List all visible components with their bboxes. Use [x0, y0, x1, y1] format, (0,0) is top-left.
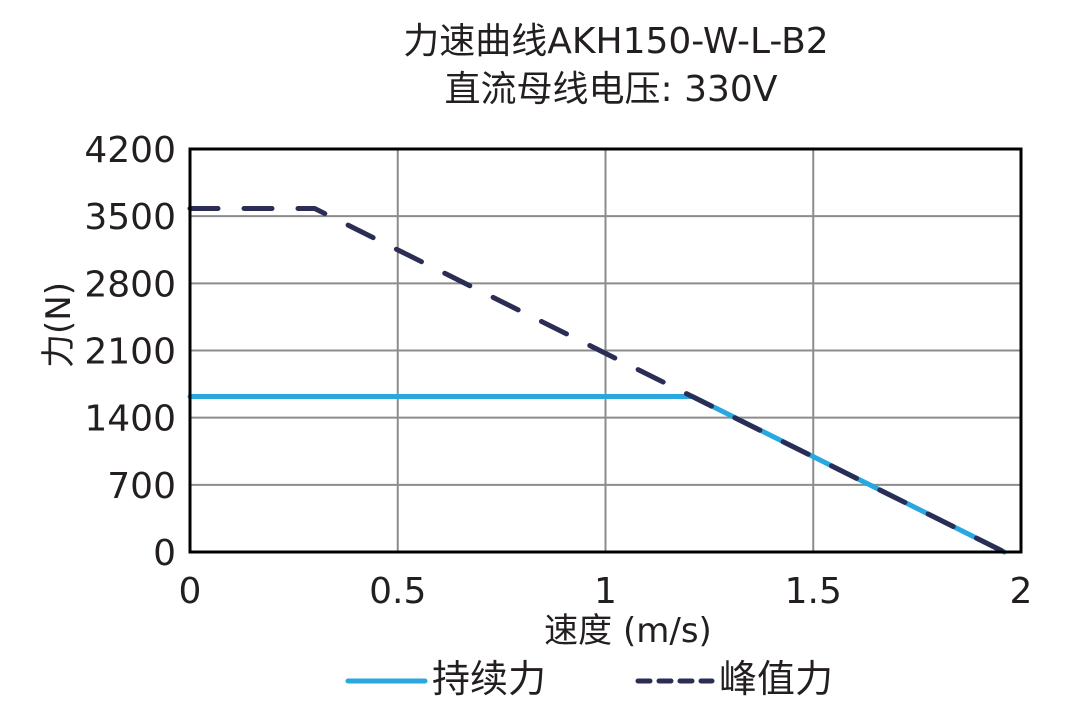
chart-title: 力速曲线AKH150-W-L-B2 [403, 21, 829, 62]
legend: 持续力 峰值力 [345, 657, 833, 701]
chart-subtitle: 直流母线电压: 330V [444, 69, 778, 110]
x-axis-ticks: 0 0.5 1 1.5 2 [179, 571, 1033, 612]
legend-continuous-label: 持续力 [432, 657, 546, 701]
y-axis-label: 力(N) [39, 282, 79, 368]
x-tick-label: 2 [1010, 571, 1033, 612]
plot-frame [188, 147, 1023, 554]
y-tick-label: 2100 [84, 332, 176, 373]
x-tick-label: 0 [179, 571, 202, 612]
series-lines [187, 205, 1007, 555]
x-tick-label: 0.5 [369, 571, 426, 612]
y-tick-label: 700 [107, 466, 176, 507]
continuous-force-line [187, 394, 1007, 555]
y-tick-label: 1400 [84, 399, 176, 440]
y-tick-label: 3500 [84, 197, 176, 238]
legend-peak-label: 峰值力 [719, 657, 833, 701]
y-tick-label: 2800 [84, 264, 176, 305]
x-tick-label: 1 [594, 571, 617, 612]
y-tick-label: 0 [153, 533, 176, 574]
peak-force-line [187, 205, 1007, 555]
y-tick-label: 4200 [84, 130, 176, 171]
x-axis-label: 速度 (m/s) [544, 611, 712, 651]
x-tick-label: 1.5 [785, 571, 842, 612]
y-axis-ticks: 0 700 1400 2100 2800 3500 4200 [84, 130, 176, 574]
